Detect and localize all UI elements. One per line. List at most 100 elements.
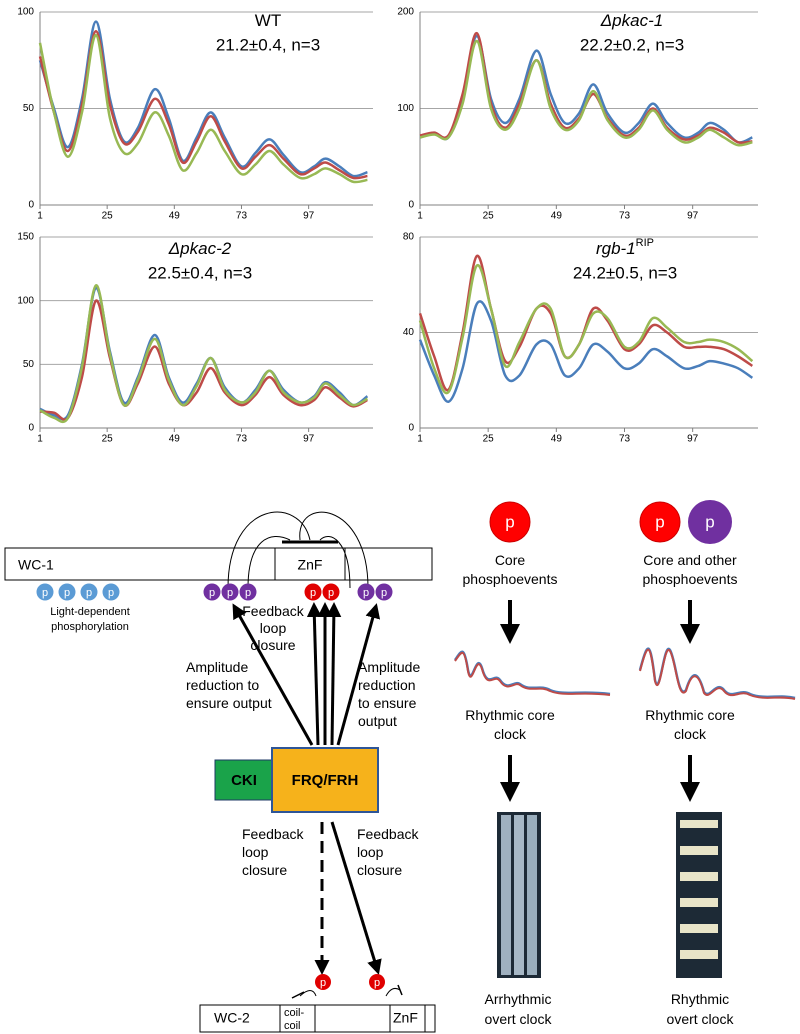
x-tick-label: 49: [551, 211, 563, 222]
y-tick-label: 100: [17, 7, 34, 18]
x-tick-label: 1: [37, 434, 43, 445]
text-line: overt clock: [485, 1011, 553, 1027]
feedback-label: Feedback loop closure: [357, 826, 419, 878]
title-text: WT: [255, 11, 281, 30]
phospho-circle: [239, 583, 257, 601]
amplitude-label: Amplitude reduction to ensure output: [358, 659, 420, 729]
tube-lane: [501, 815, 511, 975]
sketch-curve: [639, 648, 796, 700]
wc2-box: [199, 1004, 436, 1033]
chart-subtitle: 22.5±0.4, n=3: [148, 263, 252, 282]
wc1-label: WC-1: [18, 557, 54, 573]
y-tick-label: 0: [408, 423, 414, 434]
phospho-label: p: [227, 587, 233, 599]
sketch-curve: [638, 647, 796, 700]
title-text: Δpkac-1: [600, 11, 663, 30]
x-tick-label: 97: [303, 211, 315, 222]
znf-label: ZnF: [298, 557, 323, 573]
phospho-circle: [203, 583, 221, 601]
y-tick-label: 200: [397, 7, 414, 18]
text-line: overt clock: [667, 1011, 735, 1027]
y-tick-label: 150: [17, 232, 34, 243]
feedback-arc: [227, 511, 311, 589]
phospho-label: p: [320, 977, 326, 989]
tube-lane: [527, 815, 537, 975]
y-tick-label: 0: [28, 423, 34, 434]
inhibition-bar: [291, 991, 305, 999]
wc1-box: [4, 547, 433, 581]
feedback-arc: [247, 536, 291, 589]
x-tick-label: 97: [687, 211, 699, 222]
phospho-label: p: [245, 587, 251, 599]
text-line: closure: [357, 862, 402, 878]
data-line: [38, 30, 368, 180]
phospho-circle: [489, 501, 531, 543]
x-tick-label: 1: [417, 434, 423, 445]
wc2-arc: [299, 988, 401, 997]
phospho-circle: [102, 583, 120, 601]
tube-lane: [514, 815, 524, 975]
title-text: rgb-1: [596, 239, 636, 258]
feedback-arc: [319, 536, 351, 589]
chart-subtitle: 22.2±0.2, n=3: [580, 35, 684, 54]
sketch-curve: [453, 650, 611, 696]
y-tick-label: 0: [408, 200, 414, 211]
cki-box: [214, 759, 274, 801]
text-line: Light-dependent: [50, 606, 130, 618]
text-line: loop: [357, 844, 384, 860]
frq-label: FRQ/FRH: [292, 772, 359, 789]
chart-title: WT: [255, 11, 281, 30]
x-tick-label: 49: [169, 434, 181, 445]
x-tick-label: 73: [619, 434, 631, 445]
band: [680, 924, 718, 933]
x-tick-label: 1: [37, 211, 43, 222]
x-tick-label: 25: [102, 434, 114, 445]
text-line: Amplitude: [186, 659, 248, 675]
y-tick-label: 100: [17, 295, 34, 306]
x-tick-label: 73: [236, 211, 248, 222]
x-tick-label: 49: [169, 211, 181, 222]
band: [680, 872, 718, 881]
data-line: [39, 299, 369, 421]
text-line: Core: [495, 552, 526, 568]
phospho-circle: [304, 583, 322, 601]
coil-label: coil-coil: [284, 1007, 305, 1032]
text-line: clock: [674, 726, 707, 742]
arrow: [306, 602, 322, 746]
x-tick-label: 73: [236, 434, 248, 445]
text-line: Rhythmic core: [645, 707, 735, 723]
znf-box: [274, 547, 346, 581]
x-tick-label: 73: [619, 211, 631, 222]
phospho-label: p: [381, 587, 387, 599]
cki-label: CKI: [231, 772, 257, 789]
data-line: [418, 264, 754, 395]
arrhythmic-label: Arrhythmic overt clock: [485, 991, 553, 1027]
chart-subtitle: 21.2±0.4, n=3: [216, 35, 320, 54]
phospho-label: p: [86, 587, 92, 599]
text-line: Feedback: [357, 826, 419, 842]
rhythmic-core-label: Rhythmic core clock: [645, 707, 735, 742]
phospho-label: p: [363, 587, 369, 599]
rhythmic-overt-label: Rhythmic overt clock: [667, 991, 735, 1027]
text-line: Rhythmic core: [465, 707, 555, 723]
phospho-circle: [322, 583, 340, 601]
text-line: Feedback: [242, 603, 304, 619]
chart-title: Δpkac-2: [168, 239, 232, 258]
phospho-circle: [80, 583, 98, 601]
phospho-circle: [688, 500, 732, 544]
band: [680, 950, 718, 959]
x-tick-label: 97: [303, 434, 315, 445]
phospho-label: p: [705, 512, 714, 531]
inhibition-bar: [397, 984, 403, 996]
data-line: [39, 284, 369, 424]
phospho-label: p: [505, 512, 514, 531]
sketch-curve: [454, 651, 611, 696]
text-line: Rhythmic: [671, 991, 729, 1007]
phospho-circle: [375, 583, 393, 601]
text-line: coil: [284, 1020, 301, 1032]
phospho-circle: [58, 583, 76, 601]
feedback-label: Feedback loop closure: [242, 826, 304, 878]
chart: 0 100 200 1 25 49 73 97 Δpkac-1 22.2±0.2, n=3: [397, 7, 758, 222]
text-line: coil-: [284, 1007, 305, 1019]
x-tick-label: 1: [417, 211, 423, 222]
